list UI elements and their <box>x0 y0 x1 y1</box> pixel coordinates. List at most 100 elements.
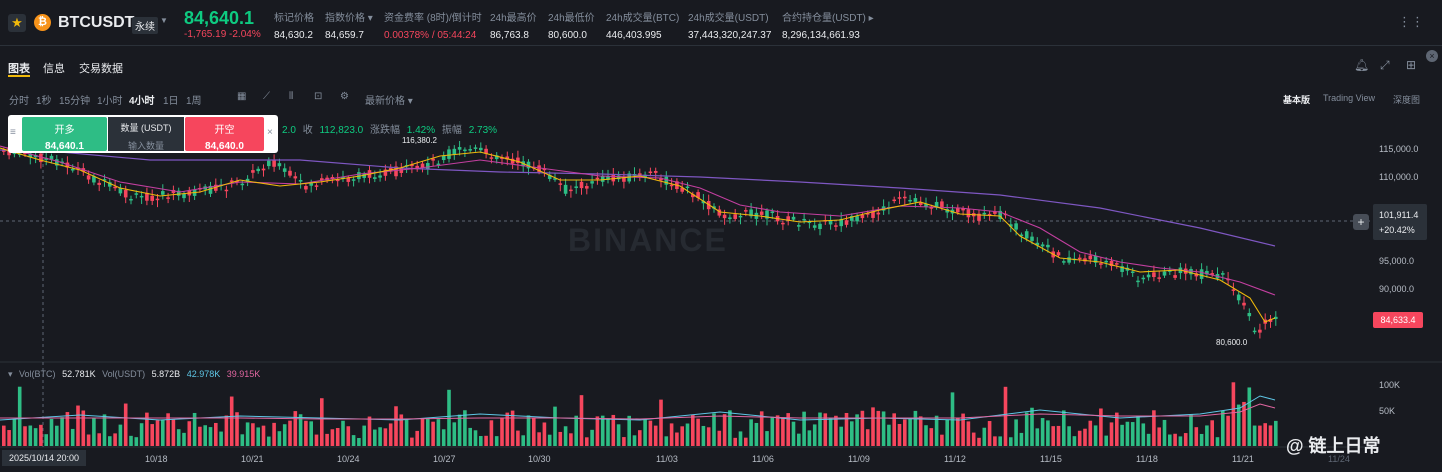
volume-bar <box>28 425 33 446</box>
candle-body <box>664 176 669 185</box>
candle-body <box>940 201 944 208</box>
candle-body <box>802 218 806 221</box>
template-icon[interactable]: ⊡ <box>314 91 323 102</box>
interval-1s[interactable]: 1秒 <box>36 96 52 107</box>
stat-24h-low: 24h最低价 80,600.0 <box>548 13 595 41</box>
interval-1h[interactable]: 1小时 <box>97 96 123 107</box>
favorite-star-icon[interactable]: ★ <box>8 14 26 32</box>
view-basic[interactable]: 基本版 <box>1283 95 1311 105</box>
open-long-button[interactable]: 开多 84,640.1 <box>22 117 107 152</box>
candle-body <box>924 204 928 207</box>
volume-bar <box>834 415 838 446</box>
volume-bar <box>812 424 817 446</box>
candle-body <box>1247 312 1252 317</box>
crosshair-price-box: 101,911.4 +20.42% <box>1373 204 1427 240</box>
view-tradingview[interactable]: Trading View <box>1323 93 1376 103</box>
volume-bar <box>17 386 22 446</box>
candle-body <box>685 186 690 189</box>
interval-1w[interactable]: 1周 <box>186 96 202 107</box>
volume-bar <box>489 420 494 446</box>
volume-bar <box>940 434 944 446</box>
volume-bar <box>595 416 600 446</box>
settings-icon[interactable]: ⚙ <box>340 91 349 102</box>
candle-body <box>611 174 616 182</box>
volume-bar <box>569 433 573 446</box>
price-type-select[interactable]: 最新价格 ▾ <box>365 96 413 107</box>
drag-handle-icon[interactable]: ≡ <box>10 127 16 138</box>
volume-bar <box>828 417 833 446</box>
candle-body <box>897 197 902 199</box>
volume-bar <box>171 419 176 446</box>
close-panel-icon[interactable]: × <box>267 127 273 138</box>
candle-body <box>653 171 658 173</box>
active-tab-indicator <box>8 75 30 77</box>
volume-bar <box>632 435 637 446</box>
stat-index-price[interactable]: 指数价格 ▾ 84,659.7 <box>325 13 373 41</box>
interval-15m[interactable]: 15分钟 <box>59 96 91 107</box>
candle-body <box>659 177 663 181</box>
tab-trading-data[interactable]: 交易数据 <box>79 63 123 75</box>
interval-1d[interactable]: 1日 <box>163 96 179 107</box>
calendar-icon[interactable]: ▦ <box>237 91 247 102</box>
stat-open-interest[interactable]: 合约持仓量(USDT) ▸ 8,296,134,661.93 <box>782 13 874 41</box>
volume-bar <box>887 424 891 446</box>
volume-bar <box>622 437 626 446</box>
candle-body <box>648 171 653 174</box>
volume-bar <box>240 434 245 446</box>
candle-body <box>150 195 154 201</box>
symbol-name[interactable]: BTCUSDT <box>58 14 135 31</box>
volume-bar <box>1194 427 1199 446</box>
close-icon[interactable]: × <box>1426 50 1438 62</box>
candle-body <box>579 181 584 189</box>
candle-body <box>272 160 276 167</box>
indicator-icon[interactable]: ⟋ <box>263 91 270 102</box>
volume-bar <box>1046 420 1050 446</box>
candle-body <box>918 202 923 206</box>
candle-type-icon[interactable]: ⫴ <box>289 91 294 102</box>
interval-time[interactable]: 分时 <box>9 96 29 107</box>
volume-legend: ▾ Vol(BTC) 52.781K Vol(USDT) 5.872B 42.9… <box>8 369 261 379</box>
tab-chart[interactable]: 图表 <box>8 63 30 75</box>
candle-body <box>240 183 245 186</box>
quantity-field[interactable]: 数量 (USDT) 输入数量 <box>108 117 184 151</box>
add-alert-icon[interactable]: + <box>1353 214 1369 230</box>
symbol-dropdown-icon[interactable]: ▼ <box>160 16 168 25</box>
bell-icon[interactable]: 🔔︎ <box>1354 58 1370 72</box>
volume-bar <box>961 413 965 446</box>
layout-grid-icon[interactable]: ⊞ <box>1406 58 1417 72</box>
more-menu-icon[interactable]: ⋮⋮ <box>1398 14 1424 29</box>
volume-bar <box>150 424 154 446</box>
volume-bar <box>638 430 642 446</box>
volume-bar <box>441 429 446 446</box>
view-depth[interactable]: 深度图 <box>1393 95 1421 105</box>
volume-bar <box>277 431 282 446</box>
candle-body <box>102 179 107 181</box>
candle-body <box>479 147 483 151</box>
candle-body <box>484 148 488 154</box>
candle-body <box>669 184 674 187</box>
candle-body <box>1093 256 1098 263</box>
volume-bar <box>685 423 690 446</box>
fullscreen-icon[interactable]: ⤢ <box>1380 58 1390 72</box>
candle-body <box>1274 316 1278 319</box>
interval-4h[interactable]: 4小时 <box>129 96 155 107</box>
volume-bar <box>1093 425 1098 446</box>
volume-bar <box>1247 387 1252 446</box>
tab-info[interactable]: 信息 <box>43 63 65 75</box>
candle-body <box>1173 275 1177 278</box>
volume-bar <box>945 419 949 446</box>
candle-body <box>691 194 695 198</box>
candle-body <box>1115 263 1119 265</box>
candle-body <box>855 216 859 222</box>
volume-bar <box>1072 436 1077 446</box>
candle-body <box>961 208 965 211</box>
volume-bar <box>129 435 133 446</box>
candle-body <box>457 147 462 150</box>
volume-bar <box>12 419 17 446</box>
volume-bar <box>971 432 976 446</box>
volume-bar <box>913 410 918 446</box>
candle-body <box>1056 252 1061 256</box>
open-short-button[interactable]: 开空 84,640.0 <box>185 117 264 152</box>
volume-bar <box>1205 425 1209 446</box>
